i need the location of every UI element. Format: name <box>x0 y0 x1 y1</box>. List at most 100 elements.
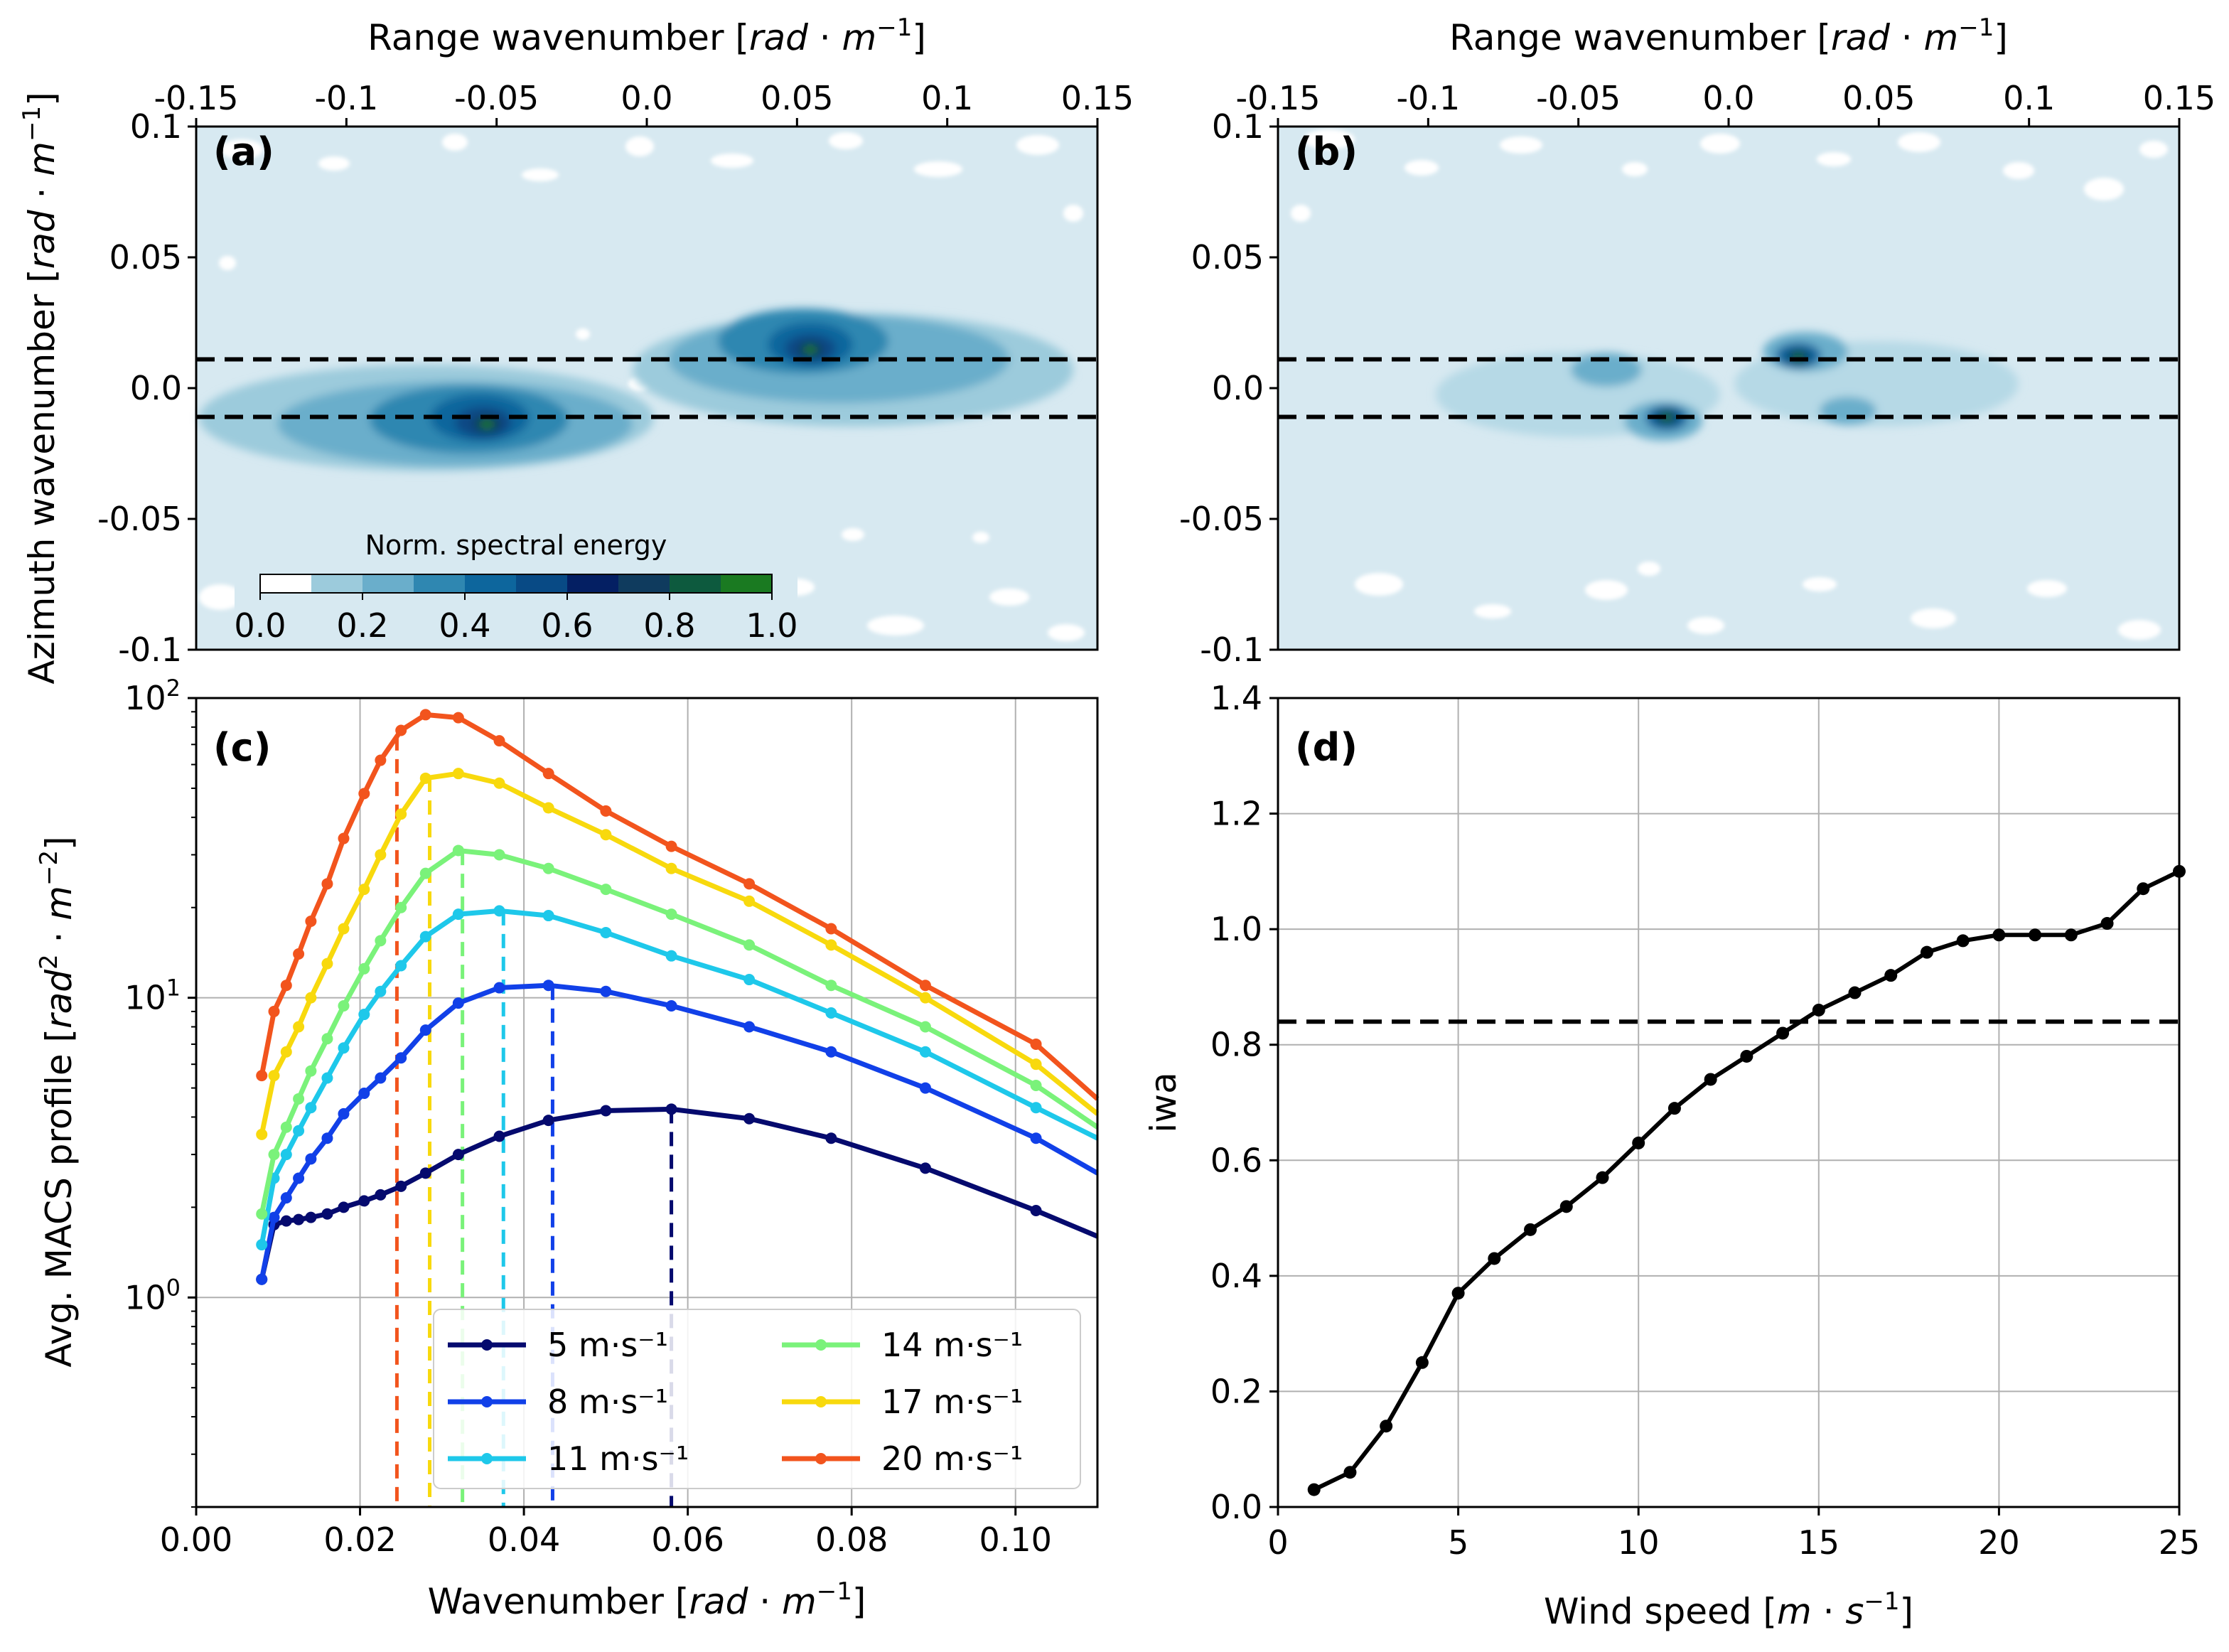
panel-d-series-point <box>1812 1003 1825 1017</box>
panel-c-series-point <box>395 808 407 820</box>
panel-c-series-line <box>259 771 1100 1135</box>
panel-c-series <box>256 709 1100 1285</box>
panel-c-series-point <box>256 1239 268 1251</box>
panel-b-top-tick-label: -0.15 <box>1235 79 1320 117</box>
panel-c-series-point <box>338 1042 350 1054</box>
panel-c-series-point <box>600 829 612 841</box>
panel-d-y-tick-label: 0.2 <box>1210 1372 1262 1410</box>
panel-c-series-point <box>600 884 612 896</box>
panel-c-series-line <box>259 847 1099 1215</box>
panel-c-series-point <box>305 1211 317 1223</box>
panel-c-ylabel: Avg. MACS profile [rad2 · m−2] <box>35 836 80 1367</box>
panel-d-series-line <box>1313 869 2181 1492</box>
panel-c-series-point <box>280 1215 292 1227</box>
panel-c-series-point <box>825 980 837 992</box>
panel-c-series-point <box>542 802 554 814</box>
panel-c-series-point <box>542 980 554 992</box>
panel-d-label: (d) <box>1295 725 1358 770</box>
panel-d-series-point <box>1704 1073 1717 1086</box>
panel-c-series-point <box>665 862 677 874</box>
panel-d-series-point <box>1956 934 1970 948</box>
panel-c-series-point <box>268 1211 280 1223</box>
panel-d-y-tick-label: 1.4 <box>1210 679 1262 717</box>
panel-c-series-point <box>338 923 350 935</box>
panel-c-series-point <box>419 930 431 943</box>
panel-c-series-point <box>919 1082 931 1094</box>
panel-c-series-point <box>280 1192 292 1204</box>
panel-c-series-point <box>256 1128 268 1140</box>
panel-c-x-tick-label: 0.00 <box>160 1520 232 1559</box>
panel-d-series-point <box>1343 1466 1357 1479</box>
panel-c-series-point <box>1030 1132 1042 1144</box>
colorbar-segment <box>465 574 517 593</box>
panel-c-series-point <box>358 788 370 800</box>
panel-b-y-tick-label: -0.1 <box>1200 631 1264 669</box>
panel-a-ylabel: Azimuth wavenumber [rad · m−1] <box>18 92 63 684</box>
panel-d-ticks: 0 5 10 15 20 25 0.0 0.2 0.4 0.6 0.8 1.0 1.2 1.4 <box>1210 679 2200 1562</box>
panel-c-series-point <box>375 935 387 947</box>
panel-d-x-tick-label: 0 <box>1267 1523 1288 1562</box>
panel-d-y-tick-label: 1.2 <box>1210 795 1262 833</box>
panel-c-frame <box>195 697 1099 1508</box>
panel-c-series-point <box>305 916 317 928</box>
panel-c-legend-marker <box>815 1339 827 1351</box>
panel-b-white-noise-patches <box>1291 129 2168 640</box>
panel-c-ticks: 0.00 0.02 0.04 0.06 0.08 0.10 100 101 102 <box>124 675 1052 1559</box>
panel-c-series-point <box>665 908 677 921</box>
panel-c-series-point <box>1030 1102 1042 1114</box>
panel-c-series-point <box>338 1107 350 1120</box>
panel-c-series-point <box>256 1208 268 1220</box>
colorbar-segment <box>670 574 721 593</box>
panel-c-series-point <box>743 1021 756 1033</box>
panel-a-top-tick-label: -0.15 <box>154 79 238 117</box>
panel-c-series-point <box>305 992 317 1004</box>
panel-a-label: (a) <box>213 129 274 174</box>
panel-b-y-tick-label: 0.05 <box>1191 238 1264 277</box>
panel-c-series-point <box>280 1149 292 1161</box>
panel-d-series-point <box>1776 1026 1790 1040</box>
panel-c-series-point <box>280 980 292 992</box>
panel-c-series-point <box>919 1162 931 1174</box>
panel-c-series-point <box>600 985 612 997</box>
panel-c-legend-label: 20 m·s⁻¹ <box>881 1439 1023 1478</box>
panel-c-series-point <box>375 1072 387 1084</box>
colorbar-segment <box>618 574 670 593</box>
panel-c-legend-label: 11 m·s⁻¹ <box>547 1439 689 1478</box>
panel-c-series-point <box>305 1153 317 1165</box>
panel-b-top-tick-label: 0.1 <box>2003 79 2055 117</box>
panel-c-series-point <box>493 982 505 994</box>
panel-b-spectrum: -0.15 -0.1 -0.05 0.0 0.05 0.1 0.15 0.1 0.05 0.0 -0… <box>1179 14 2215 669</box>
panel-c-legend-marker <box>815 1453 827 1464</box>
panel-b-top-tick-label: -0.05 <box>1536 79 1621 117</box>
panel-d-series-point <box>1488 1252 1501 1265</box>
panel-a-y-tick-label: 0.1 <box>130 107 182 146</box>
colorbar-segment <box>567 574 619 593</box>
panel-c-series-point <box>493 735 505 747</box>
colorbar-tick-label: 0.2 <box>336 606 388 645</box>
panel-a-top-tick-label: 0.1 <box>921 79 973 117</box>
panel-d-series-point <box>2137 882 2150 896</box>
panel-a-colorbar: Norm. spectral energy 0.0 0.2 0.4 0.6 0.8 1.0 <box>234 526 798 648</box>
colorbar-segment <box>516 574 568 593</box>
panel-c-legend-label: 5 m·s⁻¹ <box>547 1326 668 1364</box>
panel-d-series-point <box>1380 1420 1393 1433</box>
panel-c-x-tick-label: 0.06 <box>651 1520 724 1559</box>
panel-a-y-tick-label: -0.05 <box>97 500 182 538</box>
panel-c-series-point <box>419 1024 431 1036</box>
panel-b-ticks: -0.15 -0.1 -0.05 0.0 0.05 0.1 0.15 0.1 0.05 0.0 -0… <box>1179 79 2215 669</box>
panel-c-series-point <box>600 805 612 817</box>
panel-c-series-point <box>305 1102 317 1114</box>
panel-c-macs-profile: 0.00 0.02 0.04 0.06 0.08 0.10 100 101 102 5 m·s⁻… <box>35 675 1100 1622</box>
colorbar-tick-label: 0.0 <box>234 606 286 645</box>
panel-c-legend-marker <box>481 1453 493 1464</box>
panel-a-ticks: -0.15 -0.1 -0.05 0.0 0.05 0.1 0.15 0.1 0.05 0.0 -0… <box>97 79 1134 669</box>
panel-c-series-point <box>293 1021 305 1033</box>
colorbar-segment <box>721 574 773 593</box>
colorbar-tick-label: 0.8 <box>643 606 695 645</box>
panel-c-xlabel: Wavenumber [rad · m−1] <box>428 1577 866 1622</box>
panel-c-x-tick-label: 0.02 <box>323 1520 396 1559</box>
panel-c-series-point <box>665 999 677 1012</box>
panel-d-grid <box>1277 697 2180 1508</box>
panel-c-series-point <box>293 1172 305 1184</box>
